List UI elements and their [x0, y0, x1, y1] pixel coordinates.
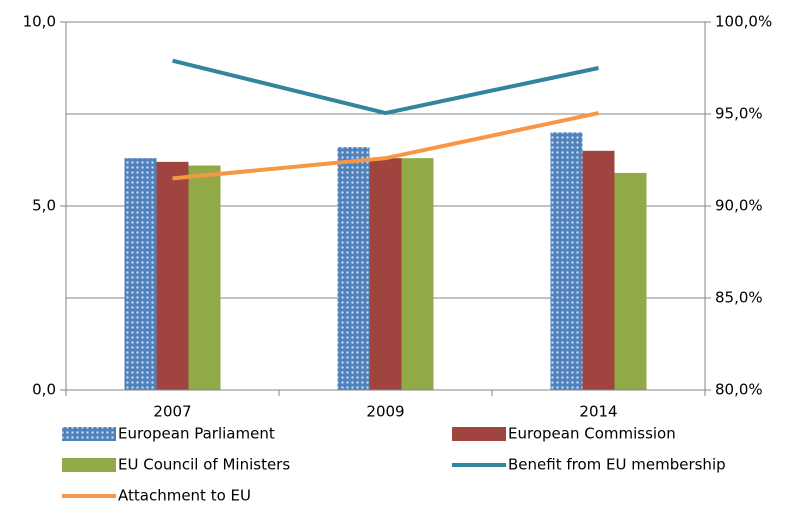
legend-label: Benefit from EU membership	[508, 456, 726, 474]
bar	[369, 158, 402, 390]
y2-tick-label: 100,0%	[715, 13, 772, 31]
bar	[188, 165, 221, 390]
y-tick-label: 10,0	[23, 13, 56, 31]
x-tick-label: 2007	[153, 403, 191, 421]
bar	[550, 132, 583, 390]
legend-swatch	[62, 427, 116, 441]
bar	[124, 158, 157, 390]
bar	[614, 172, 647, 390]
y2-tick-label: 85,0%	[715, 289, 763, 307]
bar	[337, 147, 370, 390]
legend-label: EU Council of Ministers	[118, 456, 290, 474]
legend-swatch	[62, 458, 116, 472]
legend-swatch	[452, 427, 506, 441]
legend-label: Attachment to EU	[118, 487, 251, 505]
line	[172, 111, 599, 181]
y2-tick-label: 95,0%	[715, 105, 763, 123]
legend-label: European Parliament	[118, 425, 275, 443]
line	[172, 58, 599, 116]
y-tick-label: 0,0	[32, 381, 56, 399]
legend-label: European Commission	[508, 425, 676, 443]
bar	[401, 158, 434, 390]
y-tick-label: 5,0	[32, 197, 56, 215]
bar	[582, 150, 615, 390]
x-tick-label: 2014	[579, 403, 617, 421]
bar	[156, 161, 189, 390]
y2-tick-label: 80,0%	[715, 381, 763, 399]
x-tick-label: 2009	[366, 403, 404, 421]
y2-tick-label: 90,0%	[715, 197, 763, 215]
